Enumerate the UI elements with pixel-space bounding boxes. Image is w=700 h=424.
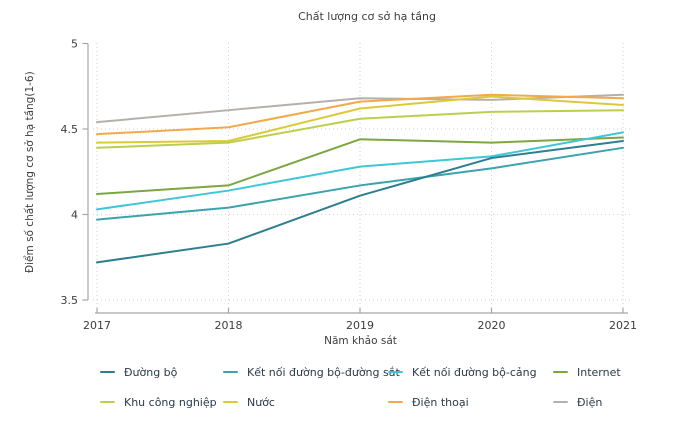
legend-item: Kết nối đường bộ-cảng — [388, 365, 537, 379]
legend-swatch-line — [223, 401, 238, 403]
y-tick-label: 5 — [71, 37, 78, 50]
series-line-Internet — [96, 136, 624, 195]
legend-item: Internet — [553, 365, 621, 379]
x-axis-label: Năm khảo sát — [324, 335, 397, 347]
legend-label: Điện thoại — [412, 395, 469, 409]
x-tick-label: 2017 — [83, 319, 111, 332]
y-tick-label: 4.5 — [61, 123, 79, 136]
series-line-Điện — [96, 93, 624, 124]
chart-title: Chất lượng cơ sở hạ tầng — [298, 10, 436, 23]
legend-item: Điện — [553, 395, 602, 409]
legend-swatch-line — [388, 401, 403, 403]
legend-label: Kết nối đường bộ-đường sắt — [247, 365, 400, 379]
legend-label: Nước — [247, 395, 275, 409]
x-tick-label: 2018 — [215, 319, 243, 332]
legend-item: Nước — [223, 395, 275, 409]
legend-label: Kết nối đường bộ-cảng — [412, 365, 537, 379]
legend-label: Điện — [577, 395, 603, 409]
legend-swatch-line — [100, 401, 115, 403]
x-tick-label: 2019 — [346, 319, 374, 332]
legend-item: Điện thoại — [388, 395, 469, 409]
series-line-Khu công nghiệp — [96, 109, 624, 149]
legend-swatch-line — [100, 371, 115, 373]
series-line-Kết nối đường bộ-cảng — [96, 131, 624, 211]
legend-swatch-line — [223, 371, 238, 373]
x-tick-label: 2021 — [609, 319, 637, 332]
legend-item: Khu công nghiệp — [100, 395, 217, 409]
y-tick-label: 4 — [71, 208, 78, 221]
legend-label: Khu công nghiệp — [124, 395, 217, 409]
y-tick-label: 3.5 — [61, 294, 79, 307]
x-tick-label: 2020 — [478, 319, 506, 332]
series-line-Nước — [96, 95, 624, 144]
legend-item: Đường bộ — [100, 365, 177, 379]
legend-swatch-line — [388, 371, 403, 373]
series-line-Điện thoại — [96, 93, 624, 136]
series-line-Đường bộ — [96, 139, 624, 264]
legend-label: Internet — [577, 365, 621, 379]
legend-swatch-line — [553, 371, 568, 373]
legend-item: Kết nối đường bộ-đường sắt — [223, 365, 400, 379]
legend-label: Đường bộ — [124, 365, 178, 379]
series-line-Kết nối đường bộ-đường sắt — [96, 146, 624, 221]
plot-area: 5 4.5 4 3.5 2017 2018 2019 2020 2021 — [61, 37, 638, 332]
legend-swatch-line — [553, 401, 568, 403]
